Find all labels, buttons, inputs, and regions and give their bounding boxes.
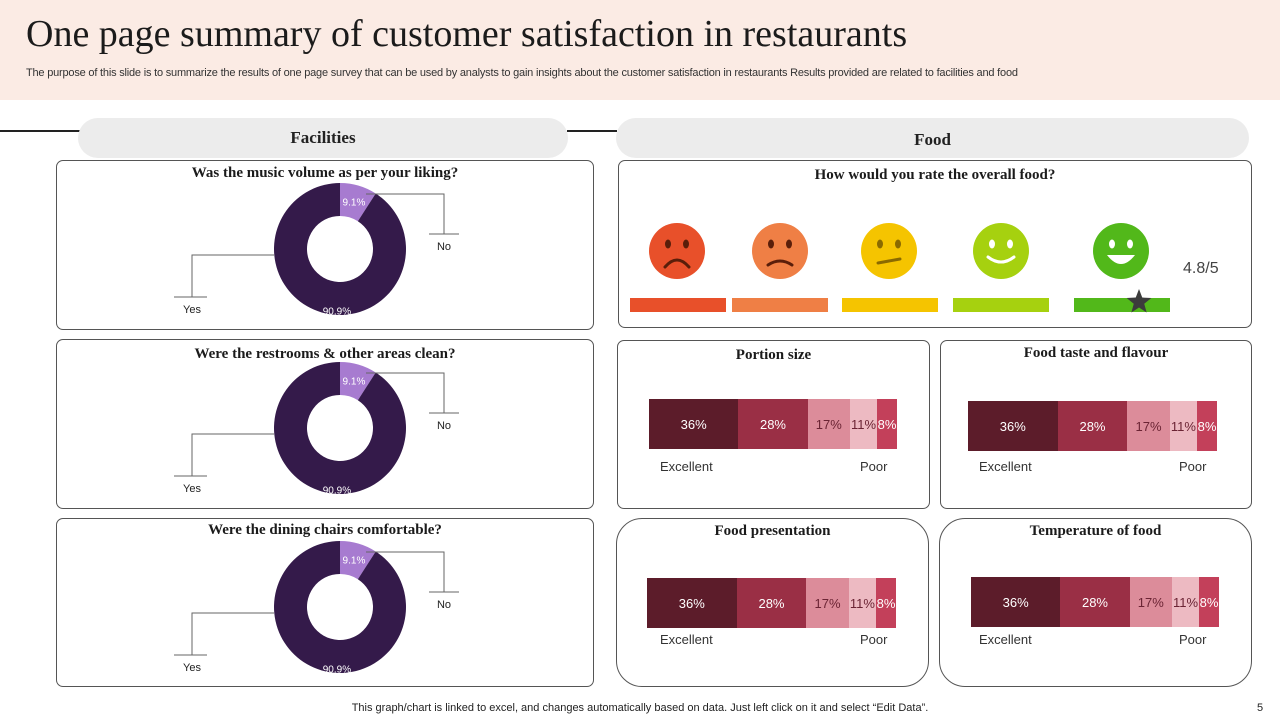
portion-axis-poor: Poor xyxy=(860,459,888,474)
donut-value-label: 90.9% xyxy=(323,485,351,496)
food-section-header: Food xyxy=(616,118,1249,158)
facilities-rule-left xyxy=(0,130,80,132)
category-label-yes: Yes xyxy=(183,304,201,316)
music-volume-question: Was the music volume as per your liking? xyxy=(191,165,459,181)
facilities-rule-right xyxy=(567,130,617,132)
taste-flavour-stacked-bar: 36% 28% 17% 11% 8% xyxy=(968,401,1217,451)
overall-food-question: How would you rate the overall food? xyxy=(814,167,1056,183)
temperature-stacked-bar: 36% 28% 17% 11% 8% xyxy=(971,577,1219,627)
no-leader-line xyxy=(366,193,445,234)
temperature-axis-excellent: Excellent xyxy=(979,632,1032,647)
stack-segment-5: 8% xyxy=(877,399,897,449)
presentation-title: Food presentation xyxy=(714,523,831,539)
taste-flavour-title: Food taste and flavour xyxy=(1023,345,1169,361)
stack-segment-4: 11% xyxy=(1171,577,1200,627)
portion-axis-excellent: Excellent xyxy=(660,459,713,474)
donut-value-label: 9.1% xyxy=(343,198,366,209)
stack-segment-2: 28% xyxy=(736,578,807,628)
donut-value-label: 90.9% xyxy=(323,664,351,675)
donut-slice-no xyxy=(340,183,376,222)
category-label-yes: Yes xyxy=(183,483,201,495)
category-label-yes: Yes xyxy=(183,662,201,674)
donut-slice-yes xyxy=(274,541,406,673)
category-label-no: No xyxy=(437,599,451,611)
dining-chairs-question: Were the dining chairs comfortable? xyxy=(208,522,442,538)
header-band: One page summary of customer satisfactio… xyxy=(0,0,1280,100)
donut-slice-yes xyxy=(274,183,406,315)
stack-segment-1: 36% xyxy=(971,577,1061,627)
category-label-no: No xyxy=(437,241,451,253)
stack-segment-3: 17% xyxy=(807,399,850,449)
donut-slice-no xyxy=(340,541,376,580)
no-leader-line xyxy=(366,372,445,413)
overall-food-panel: How would you rate the overall food? xyxy=(618,160,1252,328)
donut-value-label: 9.1% xyxy=(343,556,366,567)
stack-segment-4: 11% xyxy=(1169,401,1198,451)
stack-segment-5: 8% xyxy=(876,578,896,628)
dining-chairs-panel: Were the dining chairs comfortable? 9.1%… xyxy=(56,518,594,687)
donut-value-label: 9.1% xyxy=(343,377,366,388)
temperature-axis-poor: Poor xyxy=(1179,632,1207,647)
restrooms-question: Were the restrooms & other areas clean? xyxy=(194,346,456,362)
stack-segment-2: 28% xyxy=(1057,401,1128,451)
donut-slice-no xyxy=(340,362,376,401)
portion-size-stacked-bar: 36% 28% 17% 11% 8% xyxy=(649,399,897,449)
dining-chairs-donut: 9.1% 90.9% No Yes xyxy=(174,541,459,675)
taste-axis-poor: Poor xyxy=(1179,459,1207,474)
temperature-title: Temperature of food xyxy=(1029,523,1162,539)
portion-size-title: Portion size xyxy=(735,347,812,363)
stack-segment-2: 28% xyxy=(1060,577,1130,627)
donut-value-label: 90.9% xyxy=(323,306,351,317)
music-volume-panel: Was the music volume as per your liking?… xyxy=(56,160,594,330)
yes-leader-line xyxy=(191,612,274,655)
page-number: 5 xyxy=(1257,702,1264,714)
yes-leader-line xyxy=(191,254,274,297)
facilities-section-header: Facilities xyxy=(78,118,568,158)
stack-segment-4: 11% xyxy=(848,578,877,628)
stack-segment-1: 36% xyxy=(968,401,1058,451)
category-label-no: No xyxy=(437,420,451,432)
stack-segment-3: 17% xyxy=(1127,401,1170,451)
music-volume-donut: 9.1% 90.9% No Yes xyxy=(174,183,459,317)
stack-segment-5: 8% xyxy=(1199,577,1219,627)
stack-segment-1: 36% xyxy=(649,399,739,449)
stack-segment-2: 28% xyxy=(738,399,808,449)
stack-segment-5: 8% xyxy=(1197,401,1217,451)
presentation-axis-excellent: Excellent xyxy=(660,632,713,647)
donut-slice-yes xyxy=(274,362,406,494)
stack-segment-3: 17% xyxy=(1129,577,1172,627)
presentation-axis-poor: Poor xyxy=(860,632,888,647)
stack-segment-4: 11% xyxy=(849,399,878,449)
restrooms-panel: Were the restrooms & other areas clean? … xyxy=(56,339,594,509)
stack-segment-3: 17% xyxy=(806,578,849,628)
stack-segment-1: 36% xyxy=(647,578,737,628)
footer-note: This graph/chart is linked to excel, and… xyxy=(351,702,929,714)
no-leader-line xyxy=(366,551,445,592)
yes-leader-line xyxy=(191,433,274,476)
page-subtitle: The purpose of this slide is to summariz… xyxy=(26,67,1018,79)
presentation-stacked-bar: 36% 28% 17% 11% 8% xyxy=(647,578,896,628)
page-title: One page summary of customer satisfactio… xyxy=(26,13,908,55)
taste-axis-excellent: Excellent xyxy=(979,459,1032,474)
restrooms-donut: 9.1% 90.9% No Yes xyxy=(174,362,459,496)
food-rating-value: 4.8/5 xyxy=(1183,260,1219,277)
